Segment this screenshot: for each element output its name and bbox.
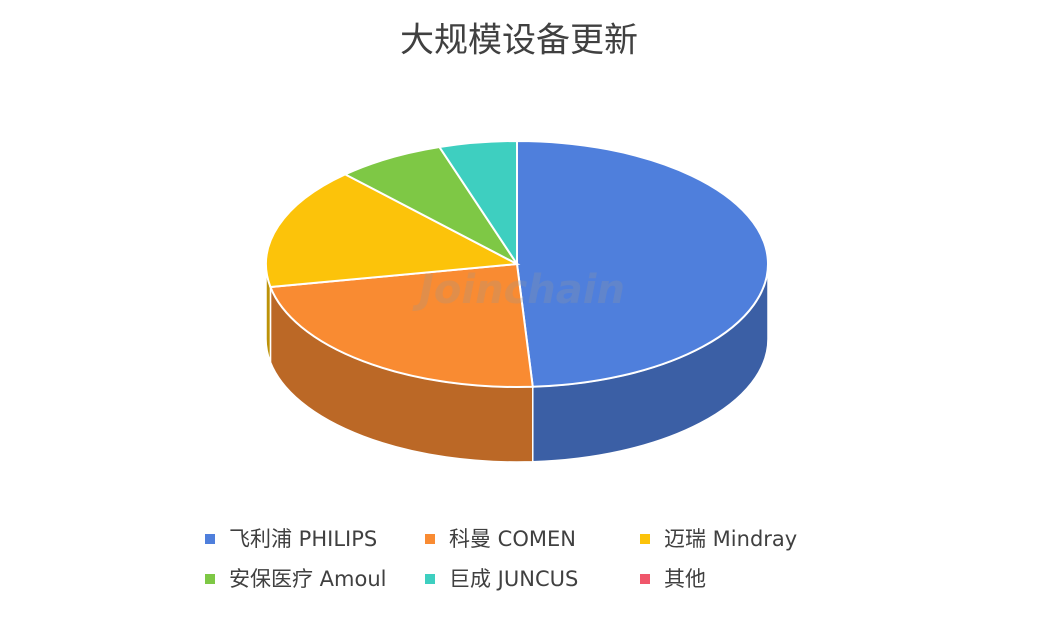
watermark: Joinchain [412,267,625,313]
legend-label: 迈瑞 Mindray [664,527,797,551]
legend-swatch [425,574,435,584]
chart-title: 大规模设备更新 [400,21,638,61]
legend-label: 科曼 COMEN [449,527,576,551]
legend-label: 安保医疗 Amoul [229,567,387,591]
legend-label: 巨成 JUNCUS [449,567,578,591]
slice [265,173,521,289]
legend-label: 飞利浦 PHILIPS [229,527,377,551]
legend-swatch [640,534,650,544]
slice [437,139,518,268]
slice [516,139,769,388]
slice [342,145,518,265]
slice [269,262,534,388]
legend-swatch [205,534,215,544]
legend-label: 其他 [664,567,706,591]
legend-swatch [640,574,650,584]
legend-swatch [205,574,215,584]
legend-swatch [425,534,435,544]
